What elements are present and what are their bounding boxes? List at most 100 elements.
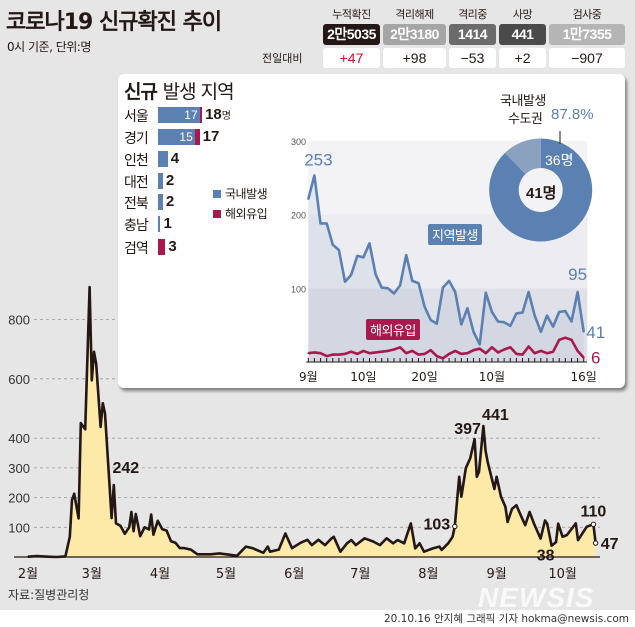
data-point: [245, 545, 247, 548]
data-point: [190, 548, 192, 551]
data-point: [550, 544, 553, 547]
y-tick-label: 300: [8, 461, 30, 476]
credit: 20.10.16 안지혜 그래픽 기자 hokma@newsis.com: [383, 613, 629, 625]
annotation-label: 441: [482, 407, 509, 424]
overseas-point: [582, 356, 585, 359]
overseas-point: [503, 348, 506, 351]
domestic-point: [552, 325, 554, 328]
data-point: [150, 513, 152, 516]
y-tick-label: 100: [8, 520, 30, 535]
data-point: [95, 363, 97, 365]
region-label: 인천: [124, 153, 149, 169]
stat-diff: −53: [449, 48, 496, 68]
data-point: [170, 540, 172, 543]
domestic-point: [313, 174, 316, 177]
domestic-point: [460, 323, 463, 326]
data-point: [506, 521, 509, 523]
domestic-point: [558, 310, 561, 313]
bar-domestic: 17: [158, 107, 200, 123]
data-point: [473, 438, 476, 440]
x-tick-label: 7월: [350, 567, 370, 582]
data-point: [484, 450, 487, 452]
inner-x-tick-label: 9월: [299, 370, 318, 384]
domestic-point: [368, 242, 371, 245]
region-total: 4: [171, 150, 179, 167]
overseas-tag: 해외유입: [366, 319, 420, 340]
data-point: [55, 556, 58, 558]
bar-domestic: [158, 216, 161, 232]
overseas-point: [546, 352, 548, 355]
region-total: 18명: [205, 106, 231, 123]
domestic-point: [546, 314, 548, 317]
region-label: 경기: [124, 131, 149, 147]
domestic-point: [582, 330, 585, 333]
overseas-point: [478, 347, 481, 350]
data-point: [478, 470, 480, 473]
data-point: [414, 547, 417, 550]
donut-title: 국내발생: [500, 94, 546, 109]
overseas-point: [393, 348, 395, 351]
data-point: [108, 482, 111, 484]
overseas-point: [448, 352, 450, 355]
data-point: [493, 488, 496, 490]
annotation-label: 242: [112, 460, 139, 477]
y-tick-label: 800: [8, 312, 30, 327]
domestic-point: [411, 280, 414, 282]
donut-pct: 87.8%: [551, 106, 594, 123]
stat-label: 누적확진: [332, 8, 371, 21]
data-point: [174, 541, 177, 544]
region-total: 3: [168, 238, 176, 255]
bar-domestic: [158, 151, 168, 167]
overseas-point: [386, 350, 389, 352]
data-point: [267, 545, 269, 548]
stat-diff: +47: [323, 48, 380, 68]
data-point: [269, 550, 271, 553]
source: 자료:질병관리청: [8, 588, 90, 602]
data-point: [432, 547, 434, 550]
data-point: [300, 541, 302, 544]
data-point: [27, 555, 29, 558]
region-total-value: 1: [163, 215, 172, 232]
data-point: [218, 552, 221, 555]
data-point: [396, 539, 399, 541]
region-total-value: 17: [202, 128, 220, 145]
overseas-point: [558, 338, 561, 341]
overseas-point: [497, 351, 499, 354]
bar-domestic: [158, 194, 163, 210]
data-point: [451, 536, 454, 538]
domestic-point: [338, 249, 340, 251]
domestic-point: [491, 310, 493, 313]
data-point: [333, 536, 335, 538]
legend-swatch-overseas: [213, 210, 221, 218]
data-point: [423, 550, 425, 553]
legend-label: 국내발생: [225, 187, 268, 201]
y-tick-label: 400: [8, 431, 30, 446]
overseas-point: [521, 353, 524, 356]
stat-value: 1만7355: [549, 24, 625, 45]
data-point: [196, 553, 199, 556]
data-point: [161, 528, 163, 530]
card-title: 신규 발생 지역: [124, 77, 235, 104]
x-tick-label: 5월: [216, 567, 236, 582]
data-point: [139, 535, 141, 538]
data-point: [236, 555, 238, 557]
domestic-point: [497, 320, 499, 323]
domestic-point: [564, 310, 567, 313]
donut-total: 41명: [526, 185, 557, 202]
domestic-area: [308, 175, 584, 362]
legend-domestic: 국내발생: [213, 185, 268, 202]
overseas-point: [350, 350, 353, 353]
x-tick-label: 6월: [284, 567, 304, 582]
data-point: [528, 511, 531, 513]
data-point: [524, 524, 526, 527]
data-point: [539, 537, 542, 540]
data-point: [104, 412, 106, 415]
data-point: [544, 519, 546, 522]
region-label: 검역: [124, 241, 149, 257]
overseas-point: [552, 350, 554, 353]
data-point: [392, 542, 395, 545]
inner-x-tick-label: 20일: [411, 370, 437, 384]
data-point: [418, 542, 421, 545]
data-point: [546, 522, 548, 525]
domestic-point: [466, 307, 469, 310]
